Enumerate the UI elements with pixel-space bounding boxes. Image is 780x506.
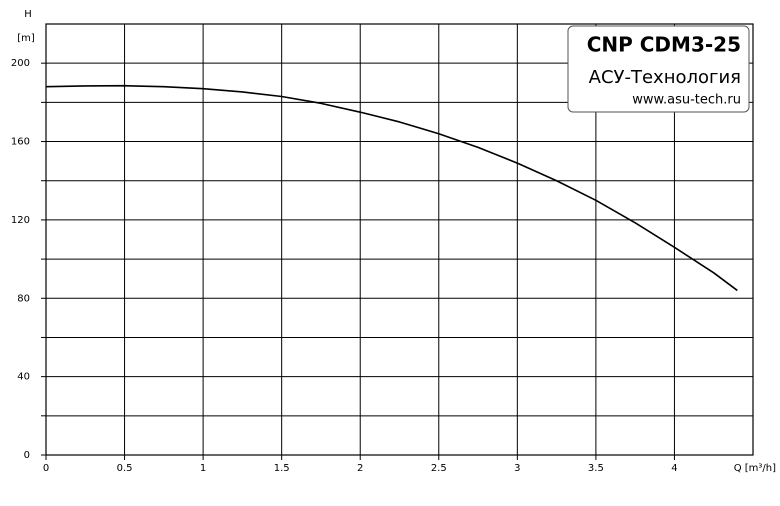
chart-subtitle: АСУ-Технология	[589, 67, 741, 88]
x-tick-label: 3	[514, 463, 520, 474]
x-tick-label: 4	[671, 463, 677, 474]
y-axis-label: H	[24, 9, 32, 20]
x-tick-label: 1.5	[274, 463, 290, 474]
source-url: www.asu-tech.ru	[632, 93, 741, 108]
x-tick-label: 0.5	[117, 463, 133, 474]
chart-title: CNP CDM3-25	[587, 33, 741, 57]
title-box-frame	[567, 25, 750, 113]
x-tick-label: 0	[43, 463, 49, 474]
y-tick-label: 40	[17, 372, 30, 383]
y-tick-label: 80	[17, 293, 30, 304]
title-box: CNP CDM3-25 АСУ-Технология www.asu-tech.…	[567, 25, 750, 113]
y-tick-label: 160	[11, 137, 30, 148]
y-tick-label: 120	[11, 215, 30, 226]
y-axis-unit: [m]	[17, 33, 35, 44]
x-tick-label: 2	[357, 463, 363, 474]
x-tick-label: 1	[200, 463, 206, 474]
curve	[45, 84, 738, 292]
x-tick-label: 2.5	[431, 463, 447, 474]
x-tick-label: 3.5	[588, 463, 604, 474]
y-tick-label: 200	[11, 58, 30, 69]
y-tick-label: 0	[24, 450, 30, 461]
x-axis-label: Q [m³/h]	[734, 463, 776, 474]
